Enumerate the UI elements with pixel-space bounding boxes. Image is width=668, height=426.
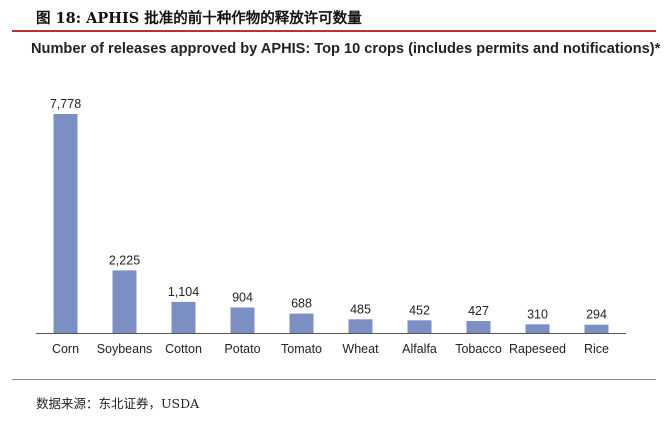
category-label-rice: Rice [584,342,609,356]
category-label-potato: Potato [224,342,260,356]
bar-rapeseed [525,324,550,333]
bars-group [53,114,609,333]
category-label-wheat: Wheat [342,342,379,356]
value-label-tomato: 688 [291,297,312,311]
category-label-rapeseed: Rapeseed [509,342,566,356]
value-label-tobacco: 427 [468,304,489,318]
chart-title: Number of releases approved by APHIS: To… [31,41,661,57]
value-label-potato: 904 [232,291,253,305]
bar-potato [230,307,255,333]
bar-soybeans [112,270,137,333]
bar-cotton [171,301,196,333]
bar-tomato [289,313,314,333]
value-label-alfalfa: 452 [409,303,430,317]
category-label-alfalfa: Alfalfa [402,342,437,356]
value-label-rapeseed: 310 [527,307,548,321]
bar-rice [584,324,609,333]
figure-header: 图 18: APHIS 批准的前十种作物的释放许可数量 [12,6,656,32]
value-label-wheat: 485 [350,302,371,316]
value-label-corn: 7,778 [50,97,81,111]
category-label-tobacco: Tobacco [455,342,502,356]
category-label-corn: Corn [52,342,79,356]
value-label-rice: 294 [586,308,607,322]
bar-wheat [348,319,373,333]
footer-divider [12,379,656,380]
category-label-cotton: Cotton [165,342,202,356]
figure-title: 图 18: APHIS 批准的前十种作物的释放许可数量 [36,10,362,27]
bar-alfalfa [407,320,432,333]
bar-corn [53,114,78,333]
labels-group: 7,778 Corn 2,225 Soybeans 1,104 Cotton 904 Pota… [50,97,609,356]
bar-tobacco [466,321,491,333]
category-label-soybeans: Soybeans [97,342,153,356]
category-label-tomato: Tomato [281,342,322,356]
value-label-cotton: 1,104 [168,285,199,299]
source-note: 数据来源：东北证券，USDA [36,396,200,411]
value-label-soybeans: 2,225 [109,253,140,267]
